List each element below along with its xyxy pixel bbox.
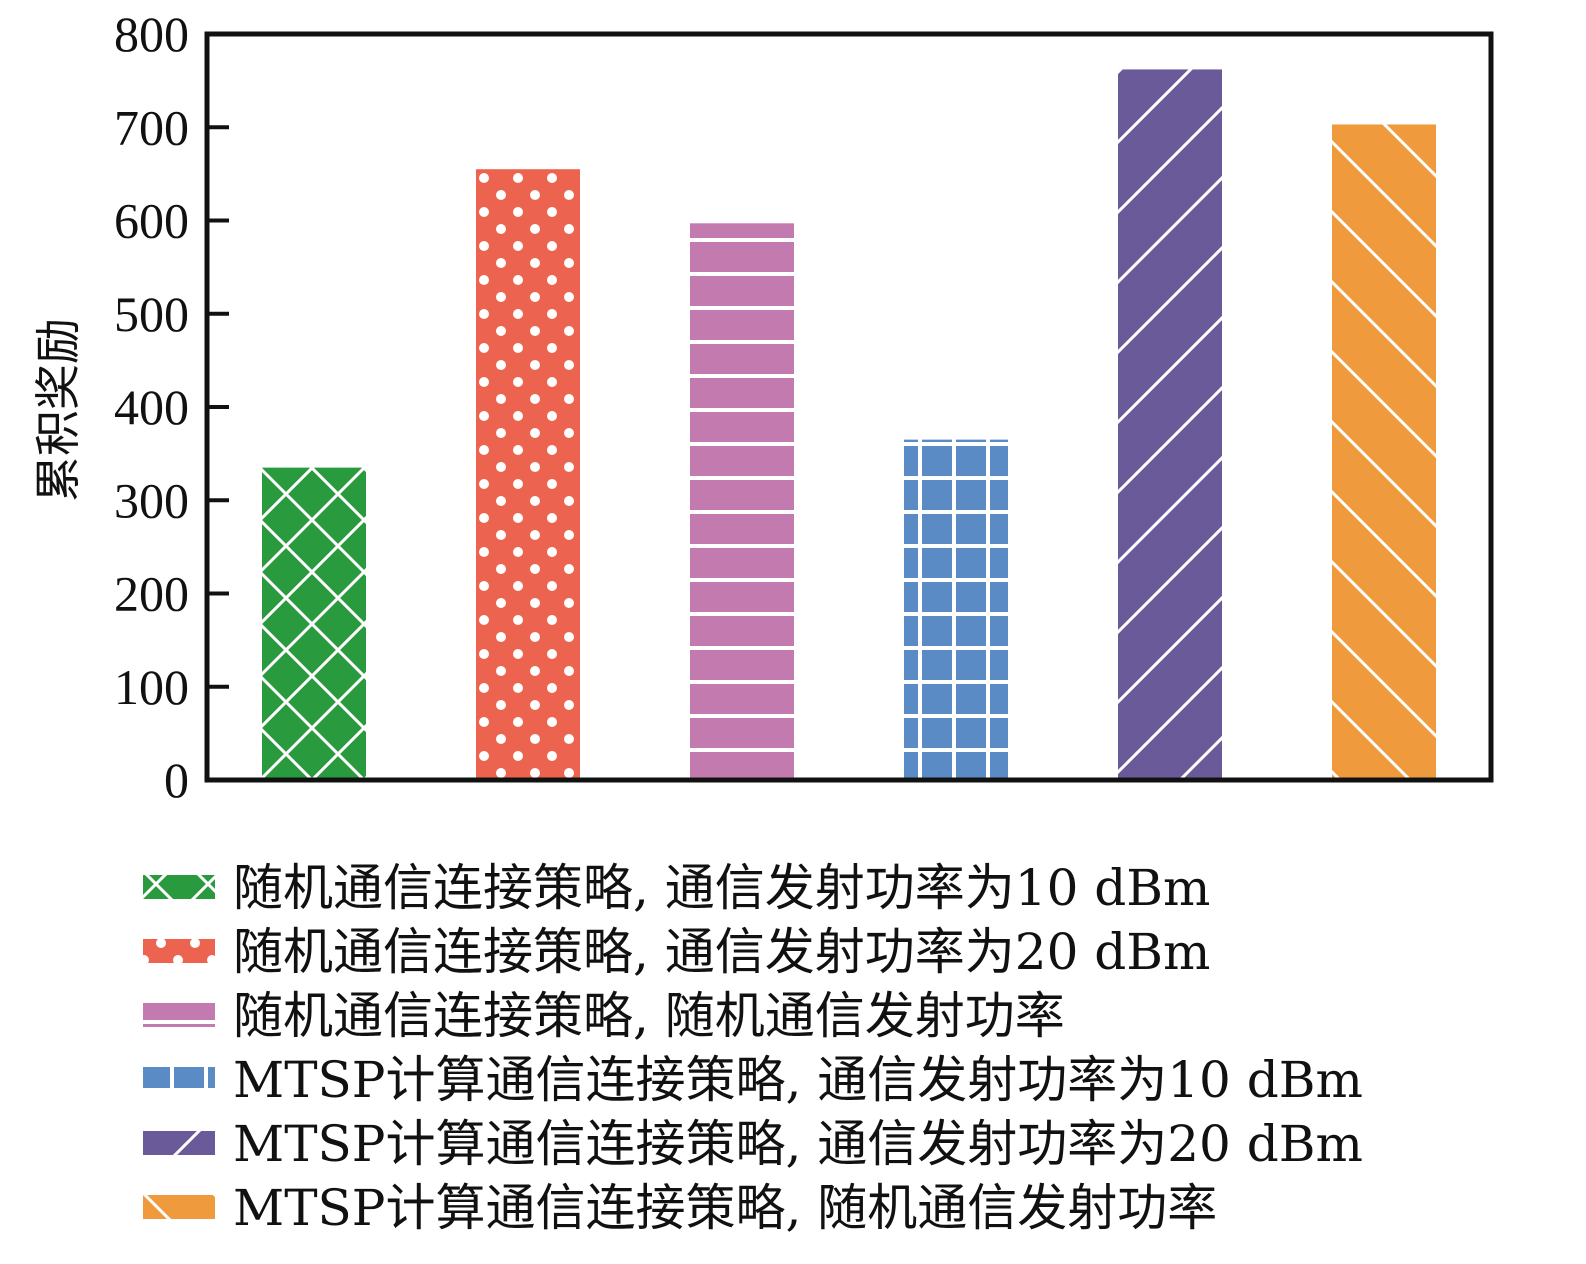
legend-label: MTSP计算通信连接策略, 通信发射功率为20 dBm (233, 1115, 1363, 1173)
y-tick-label: 700 (114, 99, 189, 155)
bar-5 (1118, 69, 1222, 780)
bar-4 (904, 439, 1008, 780)
legend-label: 随机通信连接策略, 通信发射功率为10 dBm (233, 859, 1210, 917)
plot-frame (204, 31, 1494, 783)
y-tick-label: 0 (164, 752, 189, 808)
legend-label: 随机通信连接策略, 随机通信发射功率 (233, 987, 1065, 1045)
y-tick-label: 800 (114, 6, 189, 62)
bar-2 (476, 169, 580, 780)
legend-swatch (143, 1131, 215, 1155)
y-axis-label: 累积奖励 (31, 318, 85, 502)
y-tick-label: 400 (114, 379, 189, 435)
legend-swatch (143, 1003, 215, 1027)
legend: 随机通信连接策略, 通信发射功率为10 dBm 随机通信连接策略, 通信发射功率为… (143, 859, 1363, 1237)
y-axis: 0 100 200 300 400 500 600 700 800 (114, 6, 229, 808)
legend-swatch (143, 875, 215, 899)
y-tick-label: 300 (114, 472, 189, 528)
y-tick-label: 200 (114, 566, 189, 622)
legend-label: MTSP计算通信连接策略, 通信发射功率为10 dBm (233, 1051, 1363, 1109)
legend-label: 随机通信连接策略, 通信发射功率为20 dBm (233, 923, 1210, 981)
y-tick-label: 100 (114, 659, 189, 715)
legend-label: MTSP计算通信连接策略, 随机通信发射功率 (233, 1179, 1217, 1237)
y-tick-label: 600 (114, 193, 189, 249)
bar-3 (690, 223, 794, 781)
bar-1 (262, 467, 366, 780)
y-tick-label: 500 (114, 286, 189, 342)
bars-layer (262, 69, 1436, 781)
bar-6 (1332, 124, 1436, 780)
legend-swatch (143, 1195, 215, 1219)
legend-swatch (143, 939, 215, 963)
legend-swatch (143, 1067, 215, 1091)
